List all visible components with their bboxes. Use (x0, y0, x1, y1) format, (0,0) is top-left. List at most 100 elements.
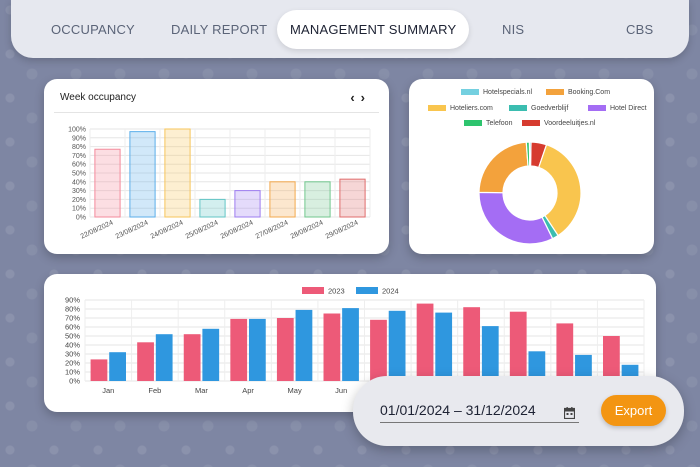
y-tick-label: 80% (65, 305, 80, 314)
x-tick-label: Jun (335, 386, 347, 395)
tab-daily-report[interactable]: DAILY REPORT (171, 22, 268, 37)
yearly-comparison-chart: 2023 2024 0%10%20%30%40%50%60%70%80%90% Jan… (65, 287, 645, 395)
legend-item[interactable]: Hotel Direct (588, 105, 647, 112)
legend-label: 2024 (382, 287, 399, 296)
bar (94, 148, 121, 218)
y-tick-label: 80% (72, 144, 86, 151)
bar (276, 318, 294, 381)
bar (509, 311, 527, 381)
bar (339, 178, 366, 218)
x-tick-label: 23/08/2024 (115, 219, 150, 240)
bar (155, 334, 173, 381)
tab-cbs[interactable]: CBS (626, 22, 654, 37)
bar (90, 359, 108, 381)
bar (164, 128, 191, 218)
y-tick-label: 30% (72, 188, 86, 195)
y-tick-label: 30% (65, 350, 80, 359)
x-tick-label: Apr (242, 386, 254, 395)
card-divider (54, 112, 379, 113)
bar (342, 308, 359, 381)
legend-label: Booking.Com (568, 89, 611, 96)
x-tick-label: May (288, 386, 302, 395)
bar (234, 190, 261, 218)
bar (137, 342, 154, 381)
x-tick-label: Jan (102, 386, 114, 395)
legend-item[interactable]: Booking.Com (546, 89, 610, 96)
bar (248, 318, 266, 381)
y-tick-label: 90% (65, 296, 80, 305)
bar (370, 319, 387, 381)
x-tick-label: 29/08/2024 (325, 219, 360, 240)
x-tick-label: 28/08/2024 (290, 219, 325, 240)
booking-sources-card: Hotelspecials.nl Booking.Com Hoteliers.com… (409, 79, 654, 254)
booking-sources-doughnut-chart (478, 141, 582, 245)
legend-swatch (302, 287, 324, 294)
y-tick-label: 40% (65, 341, 80, 350)
legend-swatch (546, 89, 564, 96)
x-tick-label: 22/08/2024 (80, 219, 115, 240)
y-tick-label: 50% (72, 171, 86, 178)
bar (230, 318, 248, 381)
y-tick-label: 0% (76, 215, 86, 222)
y-tick-label: 60% (72, 162, 86, 169)
doughnut-slice (537, 143, 582, 237)
chevron-right-icon[interactable]: › (360, 90, 371, 105)
y-tick-label: 100% (68, 127, 86, 134)
y-tick-label: 70% (72, 153, 86, 160)
legend-swatch (356, 287, 378, 294)
x-tick-label: 24/08/2024 (150, 219, 185, 240)
x-tick-label: Mar (195, 386, 208, 395)
y-tick-label: 10% (72, 206, 86, 213)
legend-label: Hoteliers.com (450, 105, 493, 112)
y-tick-label: 40% (72, 179, 86, 186)
date-range-bar: 01/01/2024 – 31/12/2024 Export (353, 376, 684, 446)
x-tick-label: Feb (148, 386, 161, 395)
y-tick-label: 60% (65, 323, 80, 332)
bar (463, 307, 481, 381)
legend-swatch (428, 105, 446, 112)
legend-swatch (509, 105, 527, 112)
doughnut-slice (528, 141, 532, 167)
export-button[interactable]: Export (601, 395, 666, 426)
y-tick-label: 20% (65, 359, 80, 368)
tab-occupancy[interactable]: OCCUPANCY (51, 22, 135, 37)
calendar-icon[interactable] (563, 403, 576, 425)
bar (556, 323, 574, 381)
y-tick-label: 50% (65, 332, 80, 341)
legend-item[interactable]: Hoteliers.com (428, 105, 493, 112)
legend-swatch (588, 105, 606, 112)
x-tick-label: 25/08/2024 (185, 219, 220, 240)
bar (575, 354, 592, 381)
bar (109, 352, 126, 381)
week-occupancy-chart: 0% 10% 20% 30% 40%50% 60% 70% 80% 90%100% 22/08/2… (68, 127, 371, 241)
legend-swatch (522, 120, 540, 127)
bar (183, 334, 201, 381)
tab-management-summary[interactable]: MANAGEMENT SUMMARY (277, 10, 470, 49)
bar (269, 181, 296, 218)
legend-label: Hotelspecials.nl (483, 89, 533, 96)
bar (129, 131, 156, 218)
bar (388, 310, 406, 381)
legend-label: Goedverblijf (531, 105, 569, 112)
legend-swatch (464, 120, 482, 127)
tab-nis[interactable]: NIS (502, 22, 525, 37)
week-occupancy-title: Week occupancy (60, 92, 136, 103)
legend-label: Telefoon (486, 120, 513, 127)
legend-item[interactable]: Telefoon (464, 120, 512, 127)
chevron-left-icon[interactable]: ‹ (350, 90, 361, 105)
date-range-value: 01/01/2024 – 31/12/2024 (380, 402, 536, 418)
bar (603, 336, 620, 381)
bar (528, 351, 546, 381)
x-tick-label: 26/08/2024 (220, 219, 255, 240)
doughnut-slice (478, 141, 529, 194)
legend-item[interactable]: Hotelspecials.nl (461, 89, 532, 96)
legend-item[interactable]: Voordeeluitjes.nl (522, 120, 595, 127)
legend-item[interactable]: Goedverblijf (509, 105, 568, 112)
y-tick-label: 0% (69, 377, 80, 386)
bar (202, 328, 220, 381)
date-range-field[interactable]: 01/01/2024 – 31/12/2024 (380, 399, 579, 423)
x-tick-label: 27/08/2024 (255, 219, 290, 240)
y-tick-label: 20% (72, 197, 86, 204)
y-tick-label: 10% (65, 368, 80, 377)
legend-swatch (461, 89, 479, 96)
